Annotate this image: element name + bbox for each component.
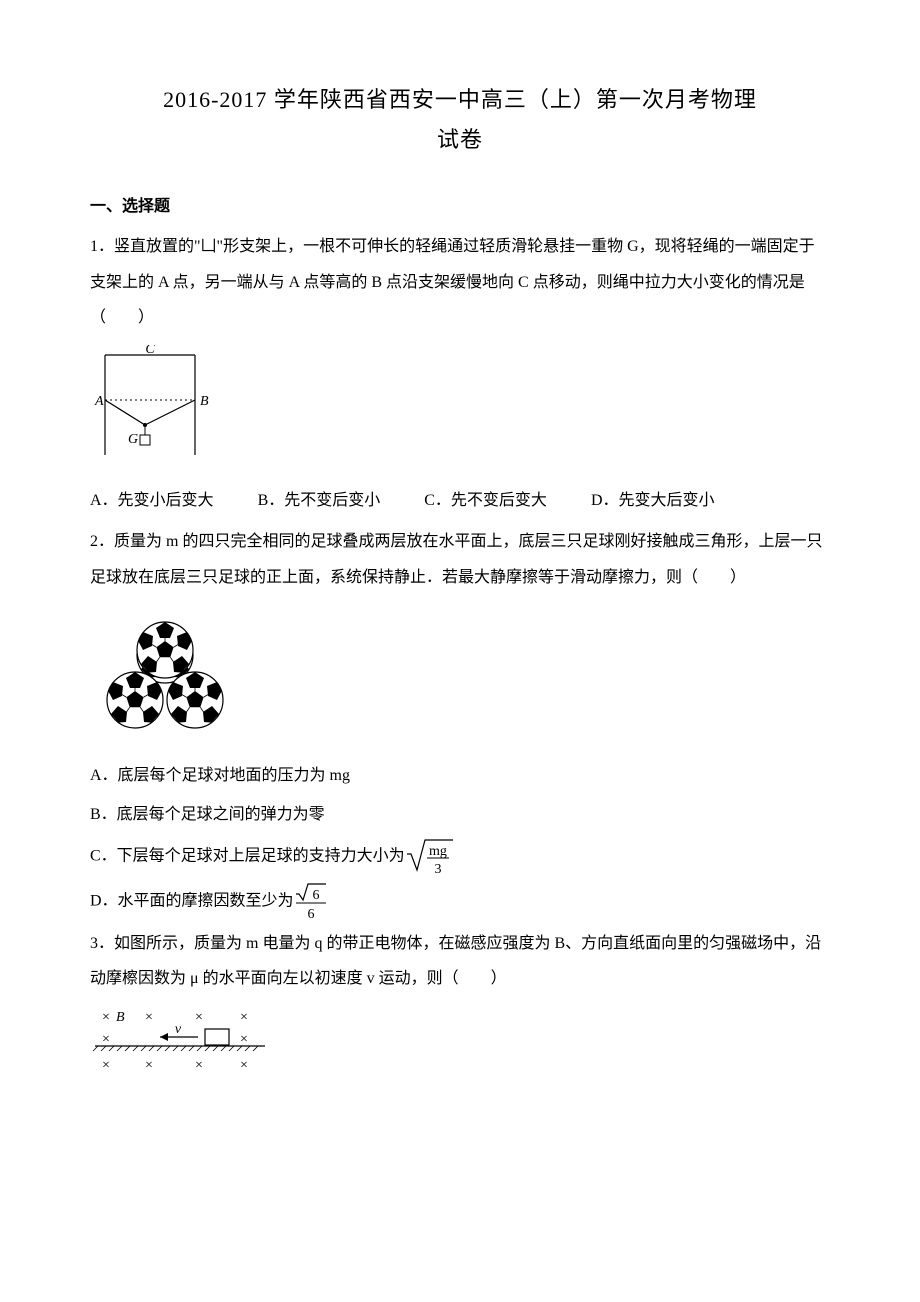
section-1-heading: 一、选择题: [90, 189, 830, 224]
q2-number: 2．: [90, 533, 114, 550]
svg-text:×: ×: [240, 1010, 248, 1025]
q2-text: 质量为 m 的四只完全相同的足球叠成两层放在水平面上，底层三只足球刚好接触成三角…: [90, 533, 822, 585]
q1-option-b: B．先不变后变小: [258, 483, 381, 518]
q2-option-b: B．底层每个足球之间的弹力为零: [90, 797, 830, 832]
svg-text:C: C: [145, 345, 155, 357]
sqrt6-over-6-icon: 6 6: [294, 882, 328, 922]
title-line-1: 2016-2017 学年陕西省西安一中高三（上）第一次月考物理: [163, 87, 757, 112]
q2-option-d-prefix: D．水平面的摩擦因数至少为: [90, 893, 294, 910]
q2-option-d: D．水平面的摩擦因数至少为 6 6: [90, 882, 830, 922]
svg-text:B: B: [116, 1010, 125, 1025]
question-3: 3．如图所示，质量为 m 电量为 q 的带正电物体，在磁感应强度为 B、方向直纸…: [90, 926, 830, 996]
q3-figure: × × × × × × × × × × B v: [90, 1007, 830, 1090]
svg-text:6: 6: [307, 907, 314, 922]
q1-options: A．先变小后变大 B．先不变后变小 C．先不变后变大 D．先变大后变小: [90, 483, 830, 518]
q3-number: 3．: [90, 935, 114, 952]
question-2: 2．质量为 m 的四只完全相同的足球叠成两层放在水平面上，底层三只足球刚好接触成…: [90, 524, 830, 594]
q2-option-c-prefix: C．下层每个足球对上层足球的支持力大小为: [90, 848, 405, 865]
q1-number: 1．: [90, 238, 114, 255]
svg-text:×: ×: [195, 1058, 203, 1073]
svg-text:mg: mg: [429, 844, 447, 859]
q2-option-a: A．底层每个足球对地面的压力为 mg: [90, 758, 830, 793]
svg-text:×: ×: [102, 1032, 110, 1047]
svg-text:6: 6: [312, 888, 319, 903]
svg-text:×: ×: [240, 1032, 248, 1047]
q2-figure: [90, 605, 830, 748]
q1-figure: C A B G: [90, 345, 830, 473]
q1-option-a: A．先变小后变大: [90, 483, 214, 518]
q1-option-d: D．先变大后变小: [591, 483, 715, 518]
svg-text:B: B: [200, 394, 209, 409]
q2-option-c: C．下层每个足球对上层足球的支持力大小为 mg 3: [90, 836, 830, 878]
q1-option-c: C．先不变后变大: [424, 483, 547, 518]
svg-text:×: ×: [195, 1010, 203, 1025]
title-line-2: 试卷: [437, 127, 483, 152]
svg-text:A: A: [94, 394, 104, 409]
svg-text:G: G: [128, 432, 138, 447]
q1-text: 竖直放置的"凵"形支架上，一根不可伸长的轻绳通过轻质滑轮悬挂一重物 G，现将轻绳…: [90, 238, 815, 325]
svg-text:×: ×: [145, 1058, 153, 1073]
sqrt-mg-over-3-icon: mg 3: [405, 836, 455, 878]
svg-text:3: 3: [434, 862, 441, 877]
q3-text: 如图所示，质量为 m 电量为 q 的带正电物体，在磁感应强度为 B、方向直纸面向…: [90, 935, 821, 987]
svg-text:v: v: [175, 1022, 182, 1037]
svg-text:×: ×: [145, 1010, 153, 1025]
svg-text:×: ×: [102, 1058, 110, 1073]
question-1: 1．竖直放置的"凵"形支架上，一根不可伸长的轻绳通过轻质滑轮悬挂一重物 G，现将…: [90, 229, 830, 335]
svg-text:×: ×: [240, 1058, 248, 1073]
svg-text:×: ×: [102, 1010, 110, 1025]
